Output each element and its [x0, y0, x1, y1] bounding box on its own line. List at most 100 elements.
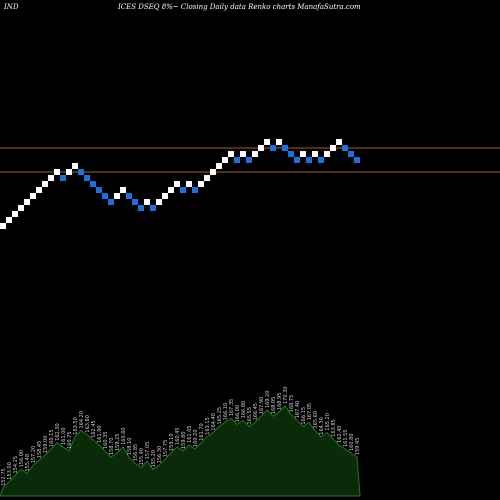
renko-brick: [294, 157, 300, 163]
volume-label: 159.45: [355, 438, 361, 456]
ticker-label: IND: [4, 3, 19, 11]
renko-brick: [162, 193, 168, 199]
volume-label: 153.00: [7, 462, 13, 480]
renko-brick: [324, 151, 330, 157]
renko-brick: [42, 181, 48, 187]
volume-label: 166.80: [241, 401, 247, 419]
renko-brick: [240, 151, 246, 157]
volume-label: 160.60: [121, 427, 127, 445]
volume-label: 157.75: [163, 440, 169, 458]
volume-label: 165.25: [217, 407, 223, 425]
renko-brick: [66, 169, 72, 175]
renko-brick: [318, 157, 324, 163]
renko-brick: [234, 157, 240, 163]
volume-label: 163.50: [73, 417, 79, 435]
renko-brick: [330, 145, 336, 151]
volume-label: 160.45: [175, 427, 181, 445]
renko-brick: [90, 181, 96, 187]
volume-label: 169.20: [265, 391, 271, 409]
renko-brick: [222, 157, 228, 163]
volume-panel: 152.75 153.00 154.25 156.00 155.48 157.20 158.…: [0, 387, 361, 497]
volume-label: 155.40: [139, 448, 145, 466]
renko-brick: [186, 181, 192, 187]
renko-brick: [6, 217, 12, 223]
volume-label: 161.90: [97, 425, 103, 443]
renko-brick: [102, 193, 108, 199]
renko-brick: [78, 169, 84, 175]
volume-label: 163.85: [331, 419, 337, 437]
renko-brick: [336, 139, 342, 145]
volume-label: 161.70: [199, 423, 205, 441]
volume-label: 163.15: [205, 417, 211, 435]
volume-label: 161.00: [61, 427, 67, 445]
volume-label: 168.95: [277, 393, 283, 411]
volume-label: 165.20: [325, 413, 331, 431]
renko-brick: [228, 151, 234, 157]
volume-label: 167.35: [229, 399, 235, 417]
volume-label: 166.10: [223, 403, 229, 421]
volume-label: 154.25: [13, 456, 19, 474]
renko-brick: [120, 187, 126, 193]
renko-brick: [72, 163, 78, 169]
volume-label: 162.45: [91, 420, 97, 438]
volume-label: 158.45: [37, 441, 43, 459]
volume-label: 159.10: [169, 434, 175, 452]
renko-brick: [348, 151, 354, 157]
renko-brick: [354, 157, 360, 163]
volume-label: 160.35: [103, 432, 109, 450]
renko-brick: [288, 151, 294, 157]
volume-label: 159.25: [115, 434, 121, 452]
volume-label: 168.75: [289, 395, 295, 413]
volume-label: 164.30: [319, 417, 325, 435]
renko-brick: [138, 205, 144, 211]
volume-label: 159.00: [43, 436, 49, 454]
renko-brick: [24, 199, 30, 205]
volume-label: 156.00: [19, 450, 25, 468]
renko-brick: [150, 205, 156, 211]
volume-label: 156.85: [133, 444, 139, 462]
volume-label: 167.40: [295, 401, 301, 419]
volume-label: 156.30: [157, 446, 163, 464]
volume-label: 159.80: [181, 432, 187, 450]
renko-brick: [270, 145, 276, 151]
renko-brick: [132, 199, 138, 205]
volume-label: 161.55: [343, 430, 349, 448]
volume-label: 157.05: [145, 442, 151, 460]
volume-label: 161.05: [187, 425, 193, 443]
volume-label: 165.60: [313, 411, 319, 429]
volume-label: 166.45: [253, 403, 259, 421]
volume-label: 162.30: [55, 423, 61, 441]
renko-brick: [246, 157, 252, 163]
renko-brick: [312, 151, 318, 157]
volume-label: 166.00: [235, 405, 241, 423]
renko-brick: [156, 199, 162, 205]
renko-brick: [12, 211, 18, 217]
volume-label: 167.90: [259, 397, 265, 415]
chart-title: ICES DSEQ 8%~ Closing Daily data Renko c…: [118, 3, 361, 11]
volume-label: 166.15: [301, 407, 307, 425]
volume-label: 160.15: [49, 430, 55, 448]
renko-brick: [48, 175, 54, 181]
renko-brick: [108, 199, 114, 205]
volume-label: 163.80: [85, 415, 91, 433]
renko-brick: [96, 187, 102, 193]
renko-brick: [198, 181, 204, 187]
volume-label: 155.20: [151, 450, 157, 468]
renko-brick: [216, 163, 222, 169]
renko-brick: [258, 145, 264, 151]
volume-label: 160.80: [349, 434, 355, 452]
volume-label: 157.20: [31, 446, 37, 464]
renko-brick: [168, 187, 174, 193]
volume-label: 164.20: [79, 411, 85, 429]
renko-brick: [84, 175, 90, 181]
volume-label: 167.05: [307, 403, 313, 421]
renko-brick: [180, 187, 186, 193]
volume-label: 165.55: [247, 407, 253, 425]
renko-brick: [36, 187, 42, 193]
renko-brick: [126, 193, 132, 199]
renko-brick: [0, 223, 6, 229]
renko-bricks: [0, 139, 360, 229]
volume-label: 168.05: [271, 397, 277, 415]
renko-brick: [192, 187, 198, 193]
